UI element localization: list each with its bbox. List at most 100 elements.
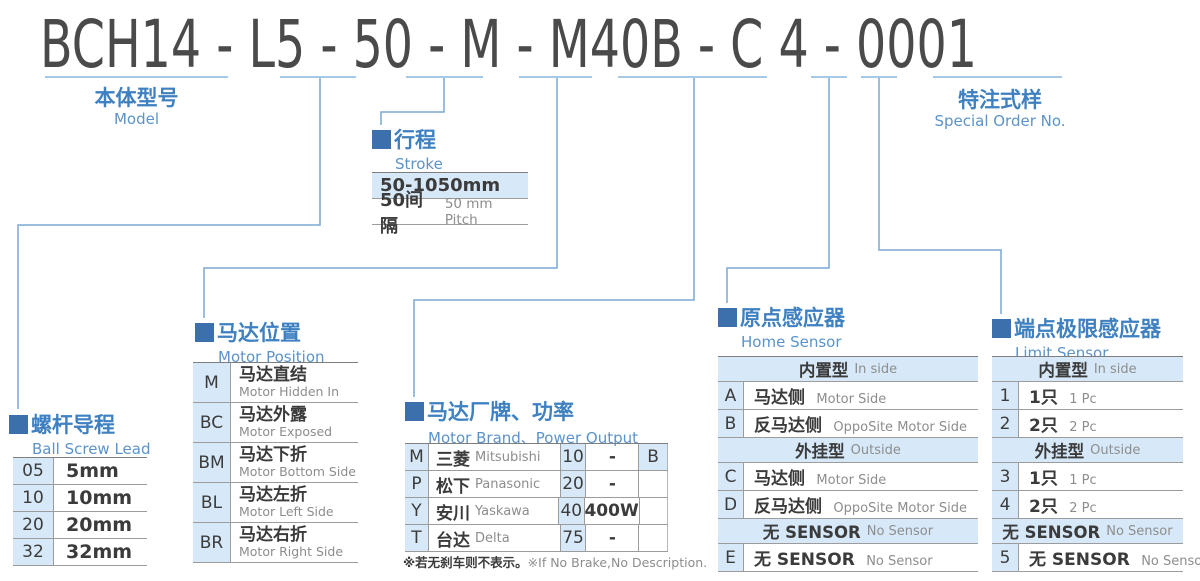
value-cell: 马达左折 Motor Left Side xyxy=(239,485,334,519)
limit-sensor-table: 内置型 In side 1 1只 1 Pc 2 2只 2 Pc 外挂型 Outs… xyxy=(992,356,1200,572)
limit-sensor-title-zh: 端点极限感应器 xyxy=(1014,317,1161,341)
brand-cell: 松下 Panasonic xyxy=(429,471,561,497)
brand-code-cell: M xyxy=(405,444,429,470)
brake-code-cell xyxy=(639,525,668,551)
home-sensor-title-zh: 原点感应器 xyxy=(740,306,845,330)
value-cell: 马达侧 Motor Side xyxy=(754,388,887,408)
section-marker-icon xyxy=(405,402,424,421)
code-underline xyxy=(861,76,897,78)
section-marker-icon xyxy=(9,415,28,434)
group-header-row: 外挂型 Outside xyxy=(992,438,1183,463)
code-cell: B xyxy=(718,410,744,437)
value-cell: 马达外露 Motor Exposed xyxy=(239,405,333,439)
table-row: 05 5mm xyxy=(13,458,147,485)
group-header-row: 内置型 In side xyxy=(992,357,1183,382)
power-value-cell: - xyxy=(586,444,640,470)
home-sensor-table: 内置型 In side A 马达侧 Motor Side B 反马达侧 Oppo… xyxy=(718,356,978,572)
table-row: P 松下 Panasonic 20 - xyxy=(405,471,668,498)
table-row: BL 马达左折 Motor Left Side xyxy=(193,483,358,523)
table-row: B 反马达侧 OppoSite Motor Side xyxy=(718,410,978,438)
code-cell: BM xyxy=(193,443,231,482)
code-cell: E xyxy=(718,544,744,571)
value-cell: 20mm xyxy=(66,514,133,536)
code-cell: 5 xyxy=(992,544,1019,571)
power-value-cell: - xyxy=(586,471,640,497)
code-cell: 32 xyxy=(13,539,54,565)
brake-code-cell xyxy=(639,471,668,497)
table-row: 1 1只 1 Pc xyxy=(992,382,1183,410)
power-code-cell: 20 xyxy=(560,471,587,497)
brake-code-cell xyxy=(640,498,668,524)
code-cell: BR xyxy=(193,523,231,562)
code-cell: BC xyxy=(193,403,231,442)
special-order-label-en: Special Order No. xyxy=(934,112,1066,130)
model-callout: 本体型号 Model xyxy=(45,87,228,128)
code-cell: 2 xyxy=(992,410,1019,437)
power-code-cell: 75 xyxy=(560,525,587,551)
model-code-title: BCH14 - L5 - 50 - M - M40B - C 4 - 0001 xyxy=(40,6,977,83)
group-header-row: 内置型 In side xyxy=(718,357,978,382)
power-value-cell: - xyxy=(586,525,640,551)
table-row: M 马达直结 Motor Hidden In xyxy=(193,363,358,403)
brake-note: ※若无刹车则不表示。※If No Brake,No Description. xyxy=(403,555,708,570)
stroke-title-en: Stroke xyxy=(395,155,443,173)
stroke-title-zh: 行程 xyxy=(394,128,436,152)
table-row: A 马达侧 Motor Side xyxy=(718,382,978,410)
code-underline xyxy=(618,76,767,78)
value-cell: 1只 1 Pc xyxy=(1029,469,1097,489)
motor-brand-table: M 三菱 Mitsubishi 10 - B P 松下 Panasonic 20… xyxy=(405,443,668,552)
value-cell: 马达右折 Motor Right Side xyxy=(239,525,344,559)
motor-brand-title-en: Motor Brand、Power Output xyxy=(428,429,639,447)
motor-position-section-header: 马达位置 Motor Position xyxy=(195,317,325,366)
table-row: BM 马达下折 Motor Bottom Side xyxy=(193,443,358,483)
code-cell: 20 xyxy=(13,512,54,538)
brand-cell: 安川 Yaskawa xyxy=(429,498,559,524)
model-label-zh: 本体型号 xyxy=(94,86,179,110)
stroke-range: 50-1050mm xyxy=(380,175,501,196)
table-row: 50-1050mm xyxy=(372,173,528,199)
motor-brand-section-header: 马达厂牌、功率 Motor Brand、Power Output xyxy=(405,396,638,448)
motor-position-table: M 马达直结 Motor Hidden In BC 马达外露 Motor Exp… xyxy=(193,362,358,563)
section-marker-icon xyxy=(992,319,1011,338)
stroke-section-header: 行程 Stroke xyxy=(372,124,443,173)
group-header-row: 无 SENSOR No Sensor xyxy=(718,519,978,544)
code-cell: 10 xyxy=(13,485,54,511)
code-cell: D xyxy=(718,491,744,518)
brand-cell: 三菱 Mitsubishi xyxy=(429,444,561,470)
code-cell: A xyxy=(718,382,744,409)
table-row: M 三菱 Mitsubishi 10 - B xyxy=(405,444,668,471)
code-cell: M xyxy=(193,363,231,402)
code-cell: C xyxy=(718,463,744,490)
value-cell: 无 SENSOR No Sensor xyxy=(1029,550,1200,570)
limit-sensor-section-header: 端点极限感应器 Limit Sensor xyxy=(992,313,1161,362)
power-value-cell: 400W xyxy=(584,498,640,524)
stroke-table: 50-1050mm 50间隔 50 mm Pitch xyxy=(372,172,528,237)
section-marker-icon xyxy=(372,130,391,149)
code-cell: 4 xyxy=(992,491,1019,518)
value-cell: 2只 2 Pc xyxy=(1029,416,1097,436)
group-header-row: 外挂型 Outside xyxy=(718,438,978,463)
value-cell: 反马达侧 OppoSite Motor Side xyxy=(754,416,967,436)
table-row: 20 20mm xyxy=(13,512,147,539)
special-order-callout: 特注式样 Special Order No. xyxy=(920,89,1080,130)
ball-screw-title-zh: 螺杆导程 xyxy=(31,413,115,437)
code-underline xyxy=(811,76,847,78)
code-cell: 3 xyxy=(992,463,1019,490)
brake-code-cell: B xyxy=(639,444,668,470)
brand-code-cell: P xyxy=(405,471,429,497)
special-order-label-zh: 特注式样 xyxy=(958,88,1042,112)
table-row: C 马达侧 Motor Side xyxy=(718,463,978,491)
value-cell: 5mm xyxy=(66,460,119,482)
table-row: 5 无 SENSOR No Sensor xyxy=(992,544,1200,572)
home-sensor-section-header: 原点感应器 Home Sensor xyxy=(718,302,845,351)
power-code-cell: 40 xyxy=(558,498,585,524)
ball-screw-table: 05 5mm 10 10mm 20 20mm 32 32mm xyxy=(13,457,147,566)
table-row: BR 马达右折 Motor Right Side xyxy=(193,523,358,563)
code-underline xyxy=(933,76,1062,78)
brand-code-cell: T xyxy=(405,525,429,551)
value-cell: 马达侧 Motor Side xyxy=(754,469,887,489)
value-cell: 无 SENSOR No Sensor xyxy=(754,550,933,570)
code-cell: BL xyxy=(193,483,231,522)
